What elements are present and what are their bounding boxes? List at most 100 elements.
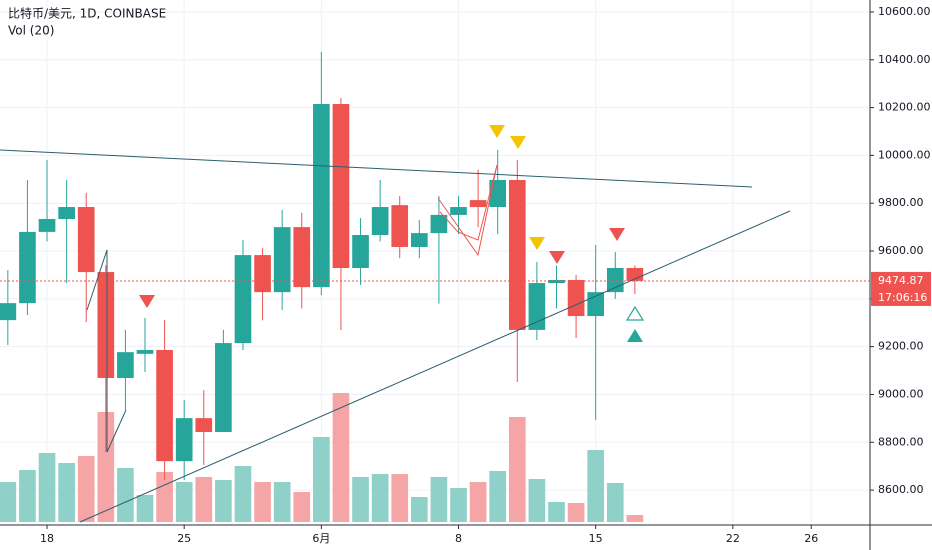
volume-bar [273, 482, 291, 522]
indicator-label: Vol (20) [8, 24, 54, 38]
volume-bar [430, 477, 448, 522]
volume-bar [156, 472, 173, 522]
candle-body [136, 350, 154, 354]
volume-bar [195, 477, 213, 522]
volume-bar [38, 453, 56, 522]
signal-marker [609, 228, 625, 241]
volume-bar [234, 466, 252, 522]
volume-bar [450, 488, 467, 522]
y-tick-label: 9200.00 [878, 340, 924, 353]
volume-bar [567, 503, 585, 522]
symbol-title: 比特币/美元, 1D, COINBASE [8, 6, 166, 21]
candle-body [175, 418, 193, 462]
y-tick-label: 9000.00 [878, 387, 924, 400]
trend-line [0, 149, 753, 188]
x-tick-label: 22 [726, 532, 740, 545]
signal-marker [627, 329, 643, 342]
x-tick-label: 6月 [312, 532, 330, 545]
candle-body [234, 255, 252, 344]
candle-body [19, 231, 36, 304]
candle-body [567, 279, 585, 317]
volume-bar [626, 515, 644, 522]
trend-line [79, 210, 791, 523]
candle-body [626, 267, 644, 281]
x-tick-label: 26 [804, 532, 818, 545]
candle-body [430, 214, 448, 234]
candle-body [352, 235, 369, 268]
volume-bar [175, 482, 193, 522]
volume-bar [332, 393, 350, 522]
x-tick-label: 18 [40, 532, 54, 545]
volume-bar [58, 463, 75, 522]
candle-body [332, 103, 350, 268]
candle-body [38, 218, 56, 232]
x-tick-label: 15 [589, 532, 603, 545]
candle-body [77, 207, 95, 273]
y-tick-label: 10200.00 [878, 101, 931, 114]
x-tick-label: 25 [177, 532, 191, 545]
volume-bar [410, 497, 428, 522]
candle-body [273, 227, 291, 293]
volume-bar [77, 456, 95, 522]
candle-body [254, 255, 271, 293]
x-tick-label: 8 [455, 532, 462, 545]
volume-bar [293, 492, 311, 522]
signal-marker [139, 295, 155, 308]
signal-marker [489, 125, 505, 138]
volume-bar [469, 482, 487, 522]
volume-bar [489, 471, 507, 522]
drawings [0, 125, 791, 523]
candle-body [606, 267, 624, 293]
signal-marker [529, 237, 545, 250]
candle-body [293, 227, 311, 288]
candle-body [391, 205, 409, 247]
volume-bar [606, 483, 624, 522]
candle-body [371, 207, 389, 236]
volume-bar [528, 479, 546, 522]
volume-bar [254, 482, 271, 522]
y-tick-label: 10600.00 [878, 5, 931, 18]
volume-bar [548, 502, 565, 522]
candle-body [528, 283, 546, 330]
signal-marker [625, 305, 645, 321]
volume-bar [391, 474, 409, 522]
y-tick-label: 8600.00 [878, 483, 924, 496]
candle-body [548, 279, 565, 284]
volume-bar [371, 474, 389, 522]
candle-body [215, 343, 232, 433]
y-tick-label: 9600.00 [878, 244, 924, 257]
y-tick-label: 10000.00 [878, 148, 931, 161]
volume-bar [313, 437, 330, 522]
candle-body [58, 207, 75, 219]
volume-bar [352, 477, 369, 522]
candle-body [195, 418, 213, 433]
volume-bar [0, 482, 17, 522]
volume-bar [508, 417, 526, 522]
pattern-line [86, 249, 127, 453]
signal-marker [510, 136, 526, 149]
candle-body [117, 352, 134, 378]
candle-body [489, 180, 507, 208]
volume-pane [0, 393, 644, 522]
volume-bar [117, 468, 134, 522]
volume-bar [587, 450, 605, 522]
volume-bar [215, 480, 232, 522]
volume-bar [136, 495, 154, 522]
candle-body [508, 180, 526, 330]
last-price-label: 9474.87 [878, 274, 924, 287]
signal-marker [549, 251, 565, 264]
last-price-box [871, 271, 931, 306]
candle-body [450, 207, 467, 215]
pattern-line [437, 164, 498, 257]
countdown-label: 17:06:16 [878, 291, 927, 304]
candle-body [469, 200, 487, 208]
y-tick-label: 9800.00 [878, 196, 924, 209]
candle-body [97, 272, 115, 378]
y-tick-label: 10400.00 [878, 53, 931, 66]
candle-body [410, 233, 428, 247]
candle-body [0, 303, 17, 321]
volume-bar [19, 470, 36, 522]
